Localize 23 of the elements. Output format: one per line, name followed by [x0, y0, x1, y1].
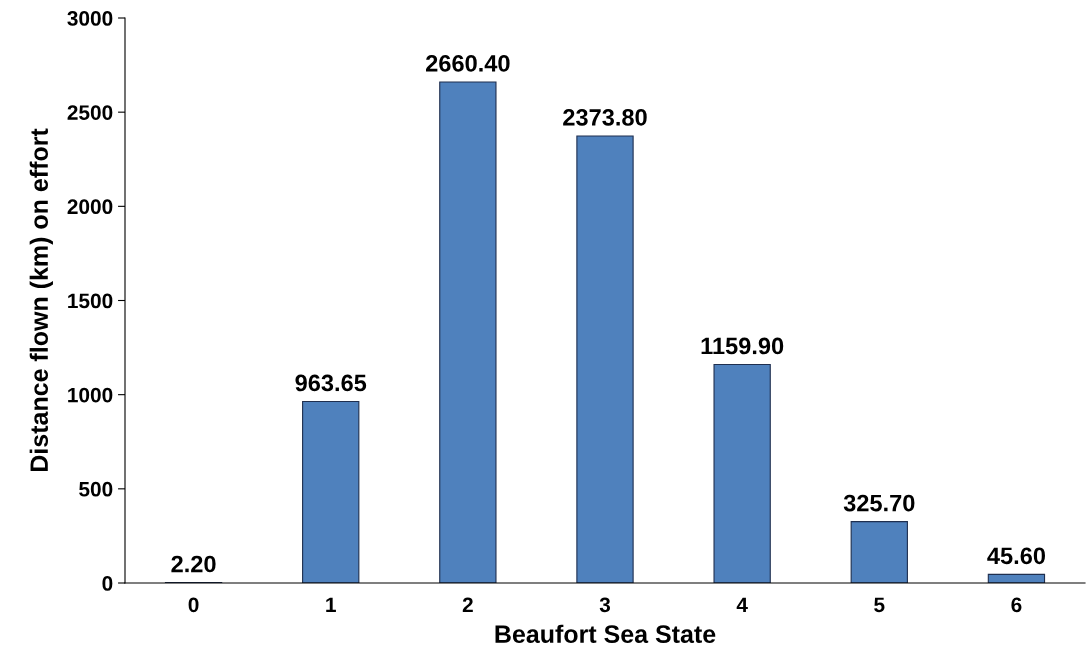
data-label: 2373.80: [563, 108, 647, 126]
data-label: 1159.90: [701, 337, 784, 355]
x-tick-label: 6: [1011, 597, 1022, 613]
data-label: 45.60: [987, 547, 1046, 565]
x-tick-label: 4: [736, 597, 748, 612]
y-tick-label: 0: [102, 576, 113, 591]
y-tick-label: 2000: [67, 199, 113, 215]
y-tick-label: 1500: [68, 293, 113, 309]
x-axis-title: Beaufort Sea State: [495, 624, 716, 644]
y-tick-label: 3000: [67, 11, 113, 26]
x-tick-label: 5: [874, 597, 885, 613]
x-tick-label: 3: [599, 597, 611, 613]
data-label: 325.70: [843, 494, 915, 512]
y-tick-label: 1000: [68, 387, 113, 403]
x-tick-label: 0: [188, 597, 199, 613]
y-axis-title: Distance flown (km) on effort: [29, 128, 53, 472]
y-tick-label: 500: [79, 481, 113, 497]
x-tick-label: 2: [462, 597, 473, 612]
data-label: 2660.40: [426, 55, 510, 72]
data-label: 2.20: [171, 555, 216, 573]
y-tick-label: 2500: [67, 105, 113, 120]
data-label: 963.65: [295, 374, 367, 392]
x-tick-label: 1: [326, 597, 336, 612]
